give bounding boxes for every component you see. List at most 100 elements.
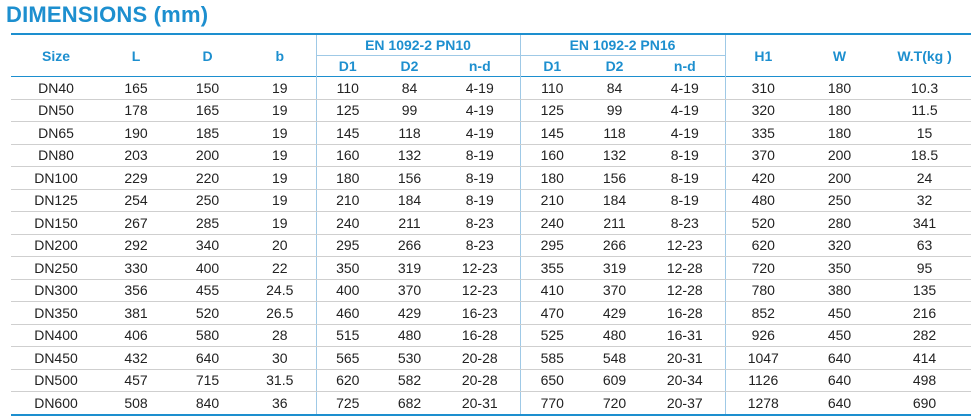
cell-pn16-nd: 20-31 <box>645 346 726 370</box>
cell-pn16-d1: 160 <box>519 144 585 167</box>
table-row: DN400 406 580 28 515 480 16-28 525 480 16-31 926 45… <box>11 324 972 347</box>
cell-w: 450 <box>801 324 879 347</box>
dimensions-table: Size L D b EN 1092-2 PN10 EN 1092-2 PN16… <box>11 33 972 416</box>
cell-pn16-d2: 99 <box>584 99 646 122</box>
table-row: DN40 165 150 19 110 84 4-19 110 84 4-19 310 180 10.3 <box>11 76 972 100</box>
cell-pn10-nd: 4-19 <box>440 99 521 122</box>
cell-size: DN450 <box>11 346 101 370</box>
cell-pn10-d1: 180 <box>315 166 379 190</box>
cell-h1: 520 <box>724 211 802 235</box>
cell-d: 400 <box>171 256 244 280</box>
cell-pn16-d1: 295 <box>519 234 585 257</box>
cell-pn16-d1: 180 <box>519 166 585 190</box>
cell-d: 340 <box>171 234 244 257</box>
cell-pn16-nd: 12-28 <box>645 279 726 302</box>
cell-b: 19 <box>244 211 316 235</box>
cell-size: DN250 <box>11 256 101 280</box>
cell-pn16-d1: 770 <box>519 391 585 416</box>
cell-l: 292 <box>101 234 171 257</box>
cell-b: 19 <box>244 76 316 100</box>
table-row: DN350 381 520 26.5 460 429 16-23 470 429 16-28 852… <box>11 301 972 325</box>
cell-l: 165 <box>101 76 171 100</box>
cell-w: 180 <box>801 76 879 100</box>
cell-l: 203 <box>101 144 171 167</box>
cell-wt: 135 <box>878 279 972 302</box>
header-pn10-d1: D1 <box>315 55 379 77</box>
cell-pn10-nd: 4-19 <box>440 121 521 145</box>
cell-size: DN125 <box>11 189 101 212</box>
cell-b: 26.5 <box>244 301 316 325</box>
cell-b: 19 <box>244 99 316 122</box>
table-row: DN65 190 185 19 145 118 4-19 145 118 4-19 335 180 15 <box>11 121 972 145</box>
table-row: DN80 203 200 19 160 132 8-19 160 132 8-19 370 200 18… <box>11 144 972 167</box>
cell-l: 229 <box>101 166 171 190</box>
cell-w: 640 <box>801 391 879 416</box>
header-group-pn10: EN 1092-2 PN10 <box>315 34 521 56</box>
cell-pn10-d2: 132 <box>379 144 440 167</box>
cell-pn16-nd: 4-19 <box>645 121 726 145</box>
cell-pn10-d2: 429 <box>379 301 440 325</box>
cell-pn16-d2: 609 <box>584 369 646 392</box>
cell-l: 457 <box>101 369 171 392</box>
cell-wt: 32 <box>878 189 972 212</box>
cell-pn10-d1: 125 <box>315 99 379 122</box>
cell-pn10-d1: 725 <box>315 391 379 416</box>
cell-d: 640 <box>171 346 244 370</box>
cell-pn10-d2: 682 <box>379 391 440 416</box>
cell-w: 200 <box>801 166 879 190</box>
cell-size: DN100 <box>11 166 101 190</box>
cell-b: 22 <box>244 256 316 280</box>
table-row: DN250 330 400 22 350 319 12-23 355 319 12-28 720 35… <box>11 256 972 280</box>
cell-pn16-d2: 118 <box>584 121 646 145</box>
cell-wt: 11.5 <box>878 99 972 122</box>
header-size: Size <box>41 47 70 64</box>
cell-pn10-nd: 8-23 <box>440 211 521 235</box>
cell-pn10-nd: 16-23 <box>440 301 521 325</box>
cell-l: 178 <box>101 99 171 122</box>
cell-w: 380 <box>801 279 879 302</box>
cell-wt: 95 <box>878 256 972 280</box>
cell-pn16-d1: 410 <box>519 279 585 302</box>
cell-pn16-d1: 240 <box>519 211 585 235</box>
cell-wt: 15 <box>878 121 972 145</box>
cell-size: DN40 <box>11 76 101 100</box>
cell-pn10-d1: 460 <box>315 301 379 325</box>
cell-b: 24.5 <box>244 279 316 302</box>
cell-pn10-d1: 295 <box>315 234 379 257</box>
table-body: DN40 165 150 19 110 84 4-19 110 84 4-19 310 180 10.3… <box>11 76 972 416</box>
cell-pn16-nd: 16-31 <box>645 324 726 347</box>
cell-pn16-d2: 156 <box>584 166 646 190</box>
table-row: DN300 356 455 24.5 400 370 12-23 410 370 12-28 780… <box>11 279 972 302</box>
cell-l: 267 <box>101 211 171 235</box>
cell-wt: 282 <box>878 324 972 347</box>
cell-h1: 370 <box>724 144 802 167</box>
cell-size: DN150 <box>11 211 101 235</box>
cell-pn10-d2: 319 <box>379 256 440 280</box>
cell-d: 150 <box>171 76 244 100</box>
cell-pn10-d2: 530 <box>379 346 440 370</box>
table-row: DN150 267 285 19 240 211 8-23 240 211 8-23 520 280 3… <box>11 211 972 235</box>
cell-size: DN200 <box>11 234 101 257</box>
cell-pn10-nd: 12-23 <box>440 256 521 280</box>
cell-pn10-d1: 350 <box>315 256 379 280</box>
cell-b: 19 <box>244 144 316 167</box>
cell-pn10-nd: 20-28 <box>440 369 521 392</box>
cell-pn10-d2: 118 <box>379 121 440 145</box>
cell-l: 254 <box>101 189 171 212</box>
cell-pn16-nd: 4-19 <box>645 76 726 100</box>
header-pn10-d2: D2 <box>400 58 419 74</box>
cell-pn16-nd: 12-28 <box>645 256 726 280</box>
cell-h1: 620 <box>724 234 802 257</box>
cell-pn16-d2: 720 <box>584 391 646 416</box>
cell-pn16-d2: 548 <box>584 346 646 370</box>
cell-b: 20 <box>244 234 316 257</box>
cell-pn10-d2: 582 <box>379 369 440 392</box>
header-pn10-nd: n-d <box>468 58 491 74</box>
cell-h1: 720 <box>724 256 802 280</box>
cell-d: 580 <box>171 324 244 347</box>
header-l: L <box>131 47 141 64</box>
cell-w: 180 <box>801 121 879 145</box>
header-pn16-d1: D1 <box>519 55 585 77</box>
cell-wt: 498 <box>878 369 972 392</box>
cell-pn16-d1: 110 <box>519 76 585 100</box>
